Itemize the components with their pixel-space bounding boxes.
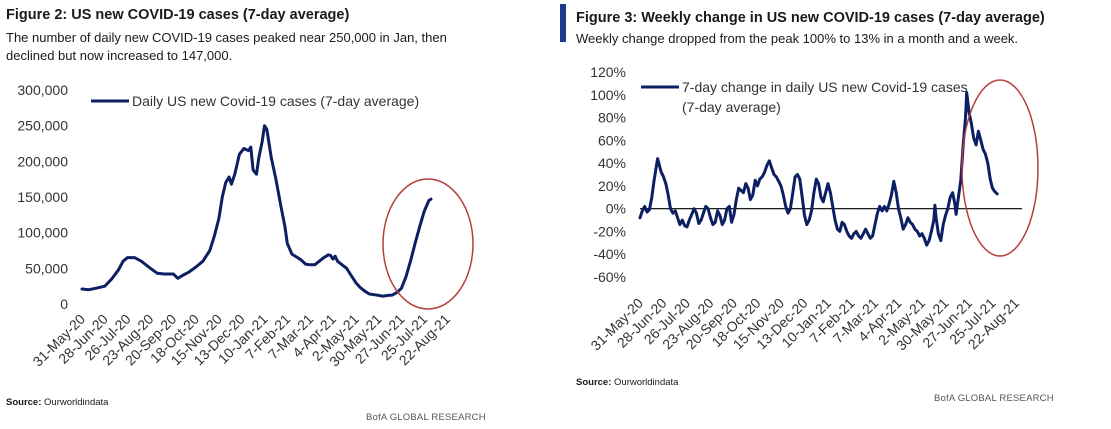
figure-3-title: Figure 3: Weekly change in US new COVID-… <box>576 10 1045 26</box>
figure-2-source: Source: Ourworldindata <box>6 397 108 408</box>
figure-2-source-value: Ourworldindata <box>44 397 109 408</box>
fig3-legend-label: (7-day average) <box>682 99 781 115</box>
fig3-y-tick-label: -40% <box>593 246 626 262</box>
fig3-series-line <box>638 91 999 247</box>
figure-3-subtitle-line-1: Weekly change dropped from the peak 100%… <box>576 31 1019 46</box>
fig2-legend-label: Daily US new Covid-19 cases (7-day avera… <box>132 93 419 109</box>
figure-2-subtitle-line-1: The number of daily new COVID-19 cases p… <box>6 30 447 45</box>
figure-3-source-label: Source: <box>576 377 612 388</box>
fig2-y-tick-label: 250,000 <box>17 118 68 134</box>
figure-2-title: Figure 2: US new COVID-19 cases (7-day a… <box>6 7 350 23</box>
fig3-highlight-ellipse <box>961 79 1039 257</box>
fig3-y-tick-label: -60% <box>593 269 626 285</box>
fig2-series-line <box>80 124 433 298</box>
fig3-y-tick-label: 80% <box>598 110 626 126</box>
fig2-y-tick-label: 200,000 <box>17 153 68 169</box>
figure-2-source-label: Source: <box>6 397 42 408</box>
figure-2-brand: BofA GLOBAL RESEARCH <box>366 412 486 423</box>
figure-2-subtitle-line-2: declined but now increased to 147,000. <box>6 48 233 63</box>
fig2-highlight-ellipse <box>382 178 474 310</box>
figure-3-accent-bar <box>560 4 566 42</box>
figure-3-subtitle: Weekly change dropped from the peak 100%… <box>576 30 1018 48</box>
figure-2-panel: Figure 2: US new COVID-19 cases (7-day a… <box>0 0 545 429</box>
fig3-y-tick-label: 20% <box>598 178 626 194</box>
figure-2-chart: 300,000 250,000 200,000 150,000 100,000 50,00… <box>17 82 474 369</box>
figure-2-subtitle: The number of daily new COVID-19 cases p… <box>6 29 447 65</box>
fig3-y-tick-label: 60% <box>598 132 626 148</box>
figure-3-panel: Figure 3: Weekly change in US new COVID-… <box>560 0 1111 429</box>
fig2-y-tick-label: 50,000 <box>25 260 68 276</box>
fig3-y-tick-label: 0% <box>606 201 626 217</box>
fig3-y-tick-label: 40% <box>598 155 626 171</box>
fig3-y-tick-label: 100% <box>590 87 626 103</box>
figure-3-chart: 120%100%80%60%40%20%0%-20%-40%-60%31-May… <box>587 64 1039 353</box>
fig2-y-tick-label: 150,000 <box>17 189 68 205</box>
fig2-y-tick-label: 300,000 <box>17 82 68 98</box>
fig2-y-tick-label: 0 <box>60 296 68 312</box>
figure-3-source-value: Ourworldindata <box>614 377 679 388</box>
figure-3-source: Source: Ourworldindata <box>576 377 678 388</box>
fig2-y-tick-label: 100,000 <box>17 225 68 241</box>
fig3-y-tick-label: 120% <box>590 64 626 80</box>
fig3-y-tick-label: -20% <box>593 223 626 239</box>
fig3-legend-label: 7-day change in daily US new Covid-19 ca… <box>682 79 968 95</box>
figure-3-brand: BofA GLOBAL RESEARCH <box>934 393 1054 404</box>
